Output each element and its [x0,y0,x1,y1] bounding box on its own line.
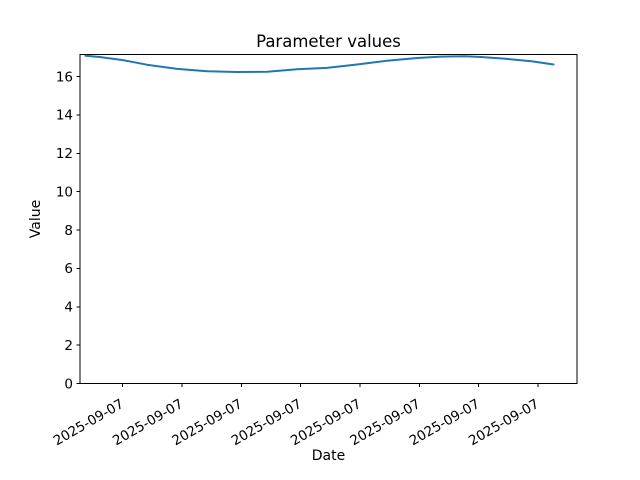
y-tick-label: 10 [56,184,73,200]
plot-area [79,54,578,384]
chart-title: Parameter values [256,32,401,51]
x-ticks: 2025-09-072025-09-072025-09-072025-09-07… [51,383,542,449]
y-axis-label: Value [28,200,44,238]
y-tick-label: 0 [64,376,73,392]
y-tick-label: 8 [64,223,73,239]
y-tick-label: 16 [56,69,73,85]
y-tick-label: 2 [64,338,73,354]
y-tick-label: 6 [64,261,73,277]
y-tick-label: 4 [64,300,73,316]
data-line [84,54,555,73]
y-ticks: 0 2 4 6 8 10 12 14 16 [56,69,80,392]
y-tick-label: 12 [56,146,73,162]
x-axis-label: Date [312,448,345,464]
y-tick-label: 14 [56,108,73,124]
